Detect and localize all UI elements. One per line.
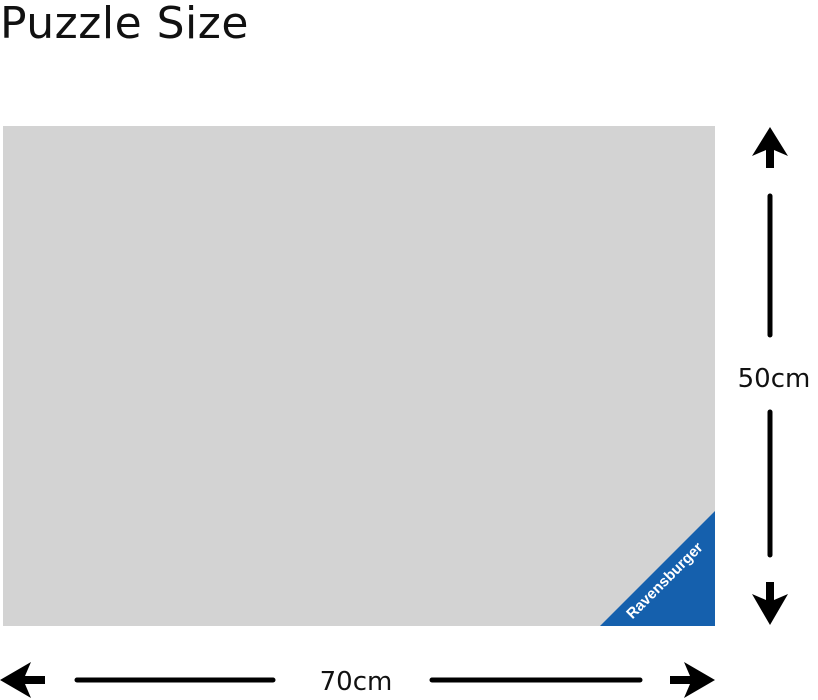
height-dimension: [752, 127, 788, 625]
arrow-right-icon: [670, 662, 715, 698]
page-title: Puzzle Size: [0, 0, 249, 49]
arrow-up-icon: [752, 127, 788, 168]
arrow-down-icon: [752, 582, 788, 625]
height-label: 50cm: [738, 364, 811, 394]
arrow-left-icon: [0, 662, 45, 698]
puzzle-area: [3, 126, 715, 626]
brand-corner: [600, 511, 715, 626]
width-dimension: [0, 662, 715, 698]
width-label: 70cm: [320, 667, 393, 697]
